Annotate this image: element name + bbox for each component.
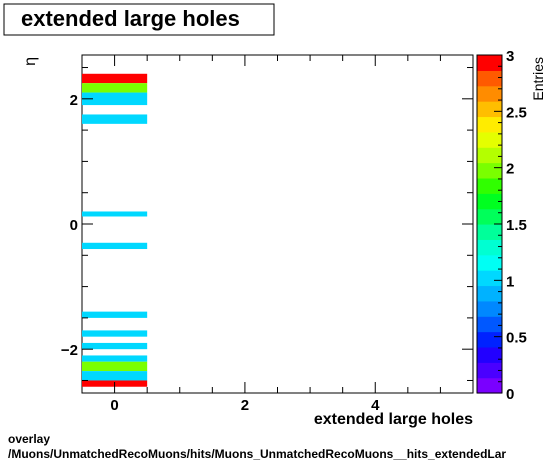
color-scale-frame: [476, 54, 503, 394]
z-tick-label: 1: [506, 273, 514, 290]
color-scale-swatch: [477, 70, 502, 87]
z-tick-label: 1.5: [506, 217, 527, 234]
heatmap-bin: [82, 242, 148, 250]
z-axis-label: Entries: [530, 57, 546, 101]
z-tick-label: 0: [506, 386, 514, 403]
color-scale-swatch: [477, 177, 502, 194]
heatmap-bin: [82, 342, 148, 350]
y-tick-label: −2: [61, 342, 78, 359]
heatmap-bin: [82, 361, 148, 372]
color-scale-swatch: [477, 254, 502, 271]
color-scale-swatch: [477, 208, 502, 225]
color-scale-swatch: [477, 131, 502, 148]
z-tick-label: 0.5: [506, 330, 527, 347]
color-scale-swatch: [477, 116, 502, 133]
heatmap-bin: [82, 355, 148, 362]
color-scale-swatch: [477, 377, 502, 394]
color-scale-swatch: [477, 331, 502, 348]
color-scale-swatch: [477, 101, 502, 118]
color-scale-swatch: [477, 193, 502, 210]
heatmap-bin: [82, 371, 148, 381]
heatmap-bin: [82, 311, 148, 318]
x-tick-label: 2: [241, 397, 249, 414]
x-axis-label: extended large holes: [314, 411, 473, 428]
color-scale-swatch: [477, 316, 502, 333]
color-scale-swatch: [477, 270, 502, 287]
z-tick-label: 2.5: [506, 104, 527, 121]
z-tick-label: 2: [506, 161, 514, 178]
footer-line-1: overlay: [8, 432, 51, 446]
x-axis: 0 2 4: [110, 55, 474, 414]
y-axis-label: η: [22, 57, 39, 66]
heatmap-bin: [82, 92, 148, 106]
color-scale-swatch: [477, 147, 502, 164]
color-scale-swatch: [477, 162, 502, 179]
title-box: [3, 3, 275, 36]
color-scale-swatch: [477, 346, 502, 363]
y-axis: −2 0 2: [61, 67, 473, 381]
x-tick-label: 4: [371, 397, 380, 414]
chart-title: extended large holes: [21, 6, 240, 31]
x-tick-label: 0: [110, 397, 118, 414]
heatmap-bin: [82, 211, 148, 217]
color-scale-swatch: [477, 285, 502, 302]
color-scale: 0 0.5 1 1.5 2 2.5 3: [477, 48, 527, 403]
color-scale-swatch: [477, 224, 502, 240]
heatmap-bin: [82, 114, 148, 124]
z-tick-label: 3: [506, 48, 514, 65]
y-tick-label: 0: [70, 217, 78, 234]
color-scale-swatch: [477, 362, 502, 379]
heatmap-bin: [82, 330, 148, 337]
footer-line-2: /Muons/UnmatchedRecoMuons/hits/Muons_Unm…: [8, 447, 507, 461]
color-scale-swatch: [477, 239, 502, 256]
plot-frame: [81, 54, 474, 394]
heatmap-bin: [82, 83, 148, 93]
color-scale-swatch: [477, 300, 502, 317]
color-scale-swatch: [477, 55, 502, 71]
heatmap-bin: [82, 73, 148, 84]
y-tick-label: 2: [70, 92, 78, 109]
color-scale-swatch: [477, 85, 502, 102]
